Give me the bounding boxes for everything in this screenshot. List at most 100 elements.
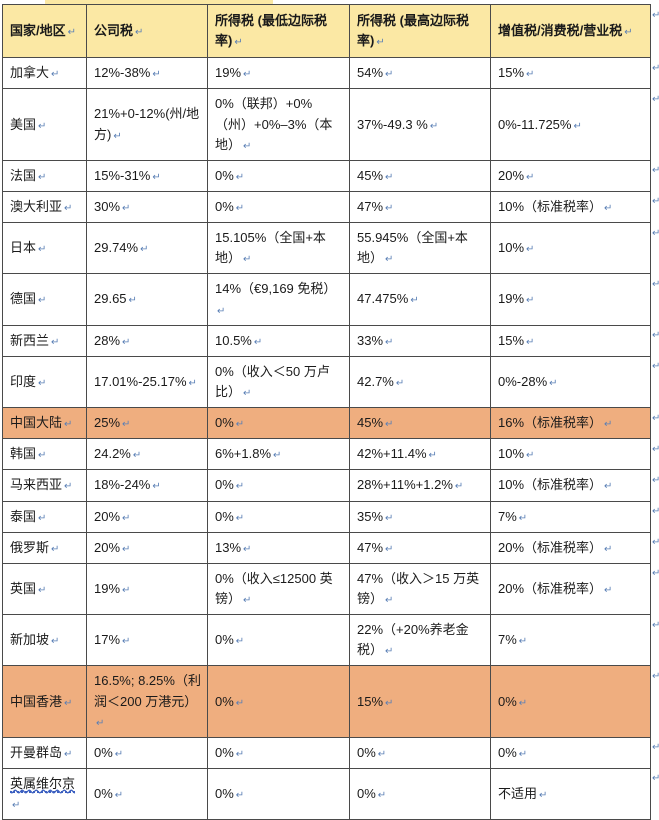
cell-income_max[interactable]: 35% ↵ (349, 500, 491, 533)
cell-country[interactable]: 英国 ↵ (2, 562, 87, 616)
cell-country[interactable]: 印度 ↵ (2, 355, 87, 409)
cell-vat[interactable]: 0%-11.725% ↵ (490, 88, 651, 161)
cell-income_min[interactable]: 0% ↵ (207, 614, 350, 667)
cell-income_min[interactable]: 0% ↵ (207, 469, 350, 502)
cell-vat[interactable]: 20% ↵ (490, 159, 651, 192)
cell-income_min[interactable]: 0% ↵ (207, 767, 350, 820)
cell-income_max[interactable]: 47%（收入＞15 万英镑） ↵ (349, 562, 491, 616)
cell-country[interactable]: 德国 ↵ (2, 273, 87, 326)
cell-income_max[interactable]: 47.475% ↵ (349, 273, 491, 326)
cell-vat[interactable]: 0%-28% ↵ (490, 355, 651, 409)
cell-country[interactable]: 俄罗斯 ↵ (2, 531, 87, 564)
cell-country[interactable]: 法国 ↵ (2, 159, 87, 192)
cell-vat[interactable]: 0% ↵ (490, 736, 651, 769)
cell-corporate[interactable]: 0% ↵ (86, 767, 208, 820)
cell-corporate[interactable]: 25% ↵ (86, 407, 208, 440)
cell-vat[interactable]: 15% ↵ (490, 57, 651, 90)
cell-country[interactable]: 中国大陆 ↵ (2, 407, 87, 440)
cell-country[interactable]: 日本 ↵ (2, 222, 87, 275)
cell-income_max[interactable]: 45% ↵ (349, 159, 491, 192)
cell-vat[interactable]: 7% ↵ (490, 614, 651, 667)
cell-vat[interactable]: 10%（标准税率） ↵ (490, 469, 651, 502)
cell-vat[interactable]: 7% ↵ (490, 500, 651, 533)
cell-income_min[interactable]: 0% ↵ (207, 190, 350, 224)
cell-income_min[interactable]: 19% ↵ (207, 57, 350, 90)
cell-income_max[interactable]: 22%（+20%养老金税） ↵ (349, 614, 491, 667)
cell-corporate[interactable]: 12%-38% ↵ (86, 57, 208, 90)
cell-income_min[interactable]: 14%（€9,169 免税） ↵ (207, 273, 350, 326)
cell-corporate[interactable]: 16.5%; 8.25%（利润＜200 万港元） ↵ (86, 665, 208, 738)
cell-income_max[interactable]: 28%+11%+1.2% ↵ (349, 469, 491, 502)
cell-vat[interactable]: 16%（标准税率） ↵ (490, 407, 651, 440)
cell-country[interactable]: 英属维尔京 ↵ (2, 767, 87, 820)
pilcrow-icon: ↵ (235, 171, 245, 183)
cell-vat[interactable]: 19% ↵ (490, 273, 651, 326)
cell-income_min[interactable]: 6%+1.8% ↵ (207, 438, 350, 471)
cell-corporate[interactable]: 0% ↵ (86, 736, 208, 769)
cell-vat[interactable]: 10% ↵ (490, 438, 651, 471)
cell-income_max[interactable]: 37%-49.3 % ↵ (349, 88, 491, 161)
cell-country[interactable]: 中国香港 ↵ (2, 665, 87, 738)
cell-income_min[interactable]: 0% ↵ (207, 159, 350, 192)
cell-income_max[interactable]: 15% ↵ (349, 665, 491, 738)
cell-vat[interactable]: 0% ↵ (490, 665, 651, 738)
cell-vat[interactable]: 10% ↵ (490, 222, 651, 275)
cell-income_min[interactable]: 13% ↵ (207, 531, 350, 564)
cell-country[interactable]: 新加坡 ↵ (2, 614, 87, 667)
cell-country[interactable]: 新西兰 ↵ (2, 324, 87, 357)
cell-income_min[interactable]: 10.5% ↵ (207, 324, 350, 357)
cell-vat[interactable]: 不适用 ↵ (490, 767, 651, 820)
cell-country[interactable]: 泰国 ↵ (2, 500, 87, 533)
cell-income_max[interactable]: 33% ↵ (349, 324, 491, 357)
cell-corporate[interactable]: 28% ↵ (86, 324, 208, 357)
cell-corporate[interactable]: 24.2% ↵ (86, 438, 208, 471)
cell-corporate[interactable]: 30% ↵ (86, 190, 208, 224)
cell-income_min[interactable]: 0%（收入≤12500 英镑） ↵ (207, 562, 350, 616)
cell-income_max[interactable]: 42%+11.4% ↵ (349, 438, 491, 471)
cell-corporate[interactable]: 15%-31% ↵ (86, 159, 208, 192)
column-header-corporate-tax[interactable]: 公司税 ↵ (86, 3, 208, 59)
cell-income_min[interactable]: 0% ↵ (207, 407, 350, 440)
cell-corporate[interactable]: 19% ↵ (86, 562, 208, 616)
cell-vat[interactable]: 20%（标准税率） ↵ (490, 562, 651, 616)
table-row: 中国大陆 ↵ 25% ↵ 0% ↵ 45% ↵ 16%（标准税率） ↵ (2, 407, 651, 440)
column-header-income-tax-min[interactable]: 所得税 (最低边际税率) ↵ (207, 3, 350, 59)
cell-corporate[interactable]: 20% ↵ (86, 500, 208, 533)
cell-income_min[interactable]: 0% ↵ (207, 665, 350, 738)
cell-country[interactable]: 澳大利亚 ↵ (2, 190, 87, 224)
cell-income_min[interactable]: 0% ↵ (207, 736, 350, 769)
cell-vat[interactable]: 15% ↵ (490, 324, 651, 357)
cell-corporate[interactable]: 17.01%-25.17% ↵ (86, 355, 208, 409)
cell-country[interactable]: 韩国 ↵ (2, 438, 87, 471)
cell-corporate[interactable]: 29.74% ↵ (86, 222, 208, 275)
cell-corporate[interactable]: 17% ↵ (86, 614, 208, 667)
cell-income_max[interactable]: 54% ↵ (349, 57, 491, 90)
cell-income_max[interactable]: 55.945%（全国+本地） ↵ (349, 222, 491, 275)
cell-country[interactable]: 美国 ↵ (2, 88, 87, 161)
cell-country[interactable]: 马来西亚 ↵ (2, 469, 87, 502)
cell-corporate[interactable]: 21%+0-12%(州/地方) ↵ (86, 88, 208, 161)
cell-income_max[interactable]: 45% ↵ (349, 407, 491, 440)
column-header-income-tax-max[interactable]: 所得税 (最高边际税率) ↵ (349, 3, 491, 59)
cell-text: 14%（€9,169 免税） (215, 281, 337, 297)
cell-income_max[interactable]: 0% ↵ (349, 736, 491, 769)
cell-income_max[interactable]: 47% ↵ (349, 190, 491, 224)
column-header-vat[interactable]: 增值税/消费税/营业税 ↵ (490, 3, 651, 59)
cell-corporate[interactable]: 18%-24% ↵ (86, 469, 208, 502)
cell-income_min[interactable]: 15.105%（全国+本地） ↵ (207, 222, 350, 275)
cell-income_max[interactable]: 0% ↵ (349, 767, 491, 820)
pilcrow-icon: ↵ (243, 543, 252, 555)
cell-country[interactable]: 开曼群岛 ↵ (2, 736, 87, 769)
cell-income_min[interactable]: 0%（联邦）+0%（州）+0%–3%（本地） ↵ (207, 88, 350, 161)
cell-corporate[interactable]: 29.65 ↵ (86, 273, 208, 326)
cell-country[interactable]: 加拿大 ↵ (2, 57, 87, 90)
cell-vat[interactable]: 20%（标准税率） ↵ (490, 531, 651, 564)
pilcrow-icon: ↵ (188, 377, 197, 389)
cell-corporate[interactable]: 20% ↵ (86, 531, 208, 564)
cell-income_max[interactable]: 47% ↵ (349, 531, 491, 564)
cell-income_min[interactable]: 0%（收入＜50 万卢比） ↵ (207, 355, 350, 409)
cell-income_max[interactable]: 42.7% ↵ (349, 355, 491, 409)
column-header-country[interactable]: 国家/地区 ↵ (2, 3, 87, 59)
cell-vat[interactable]: 10%（标准税率） ↵ (490, 190, 651, 224)
cell-income_min[interactable]: 0% ↵ (207, 500, 350, 533)
